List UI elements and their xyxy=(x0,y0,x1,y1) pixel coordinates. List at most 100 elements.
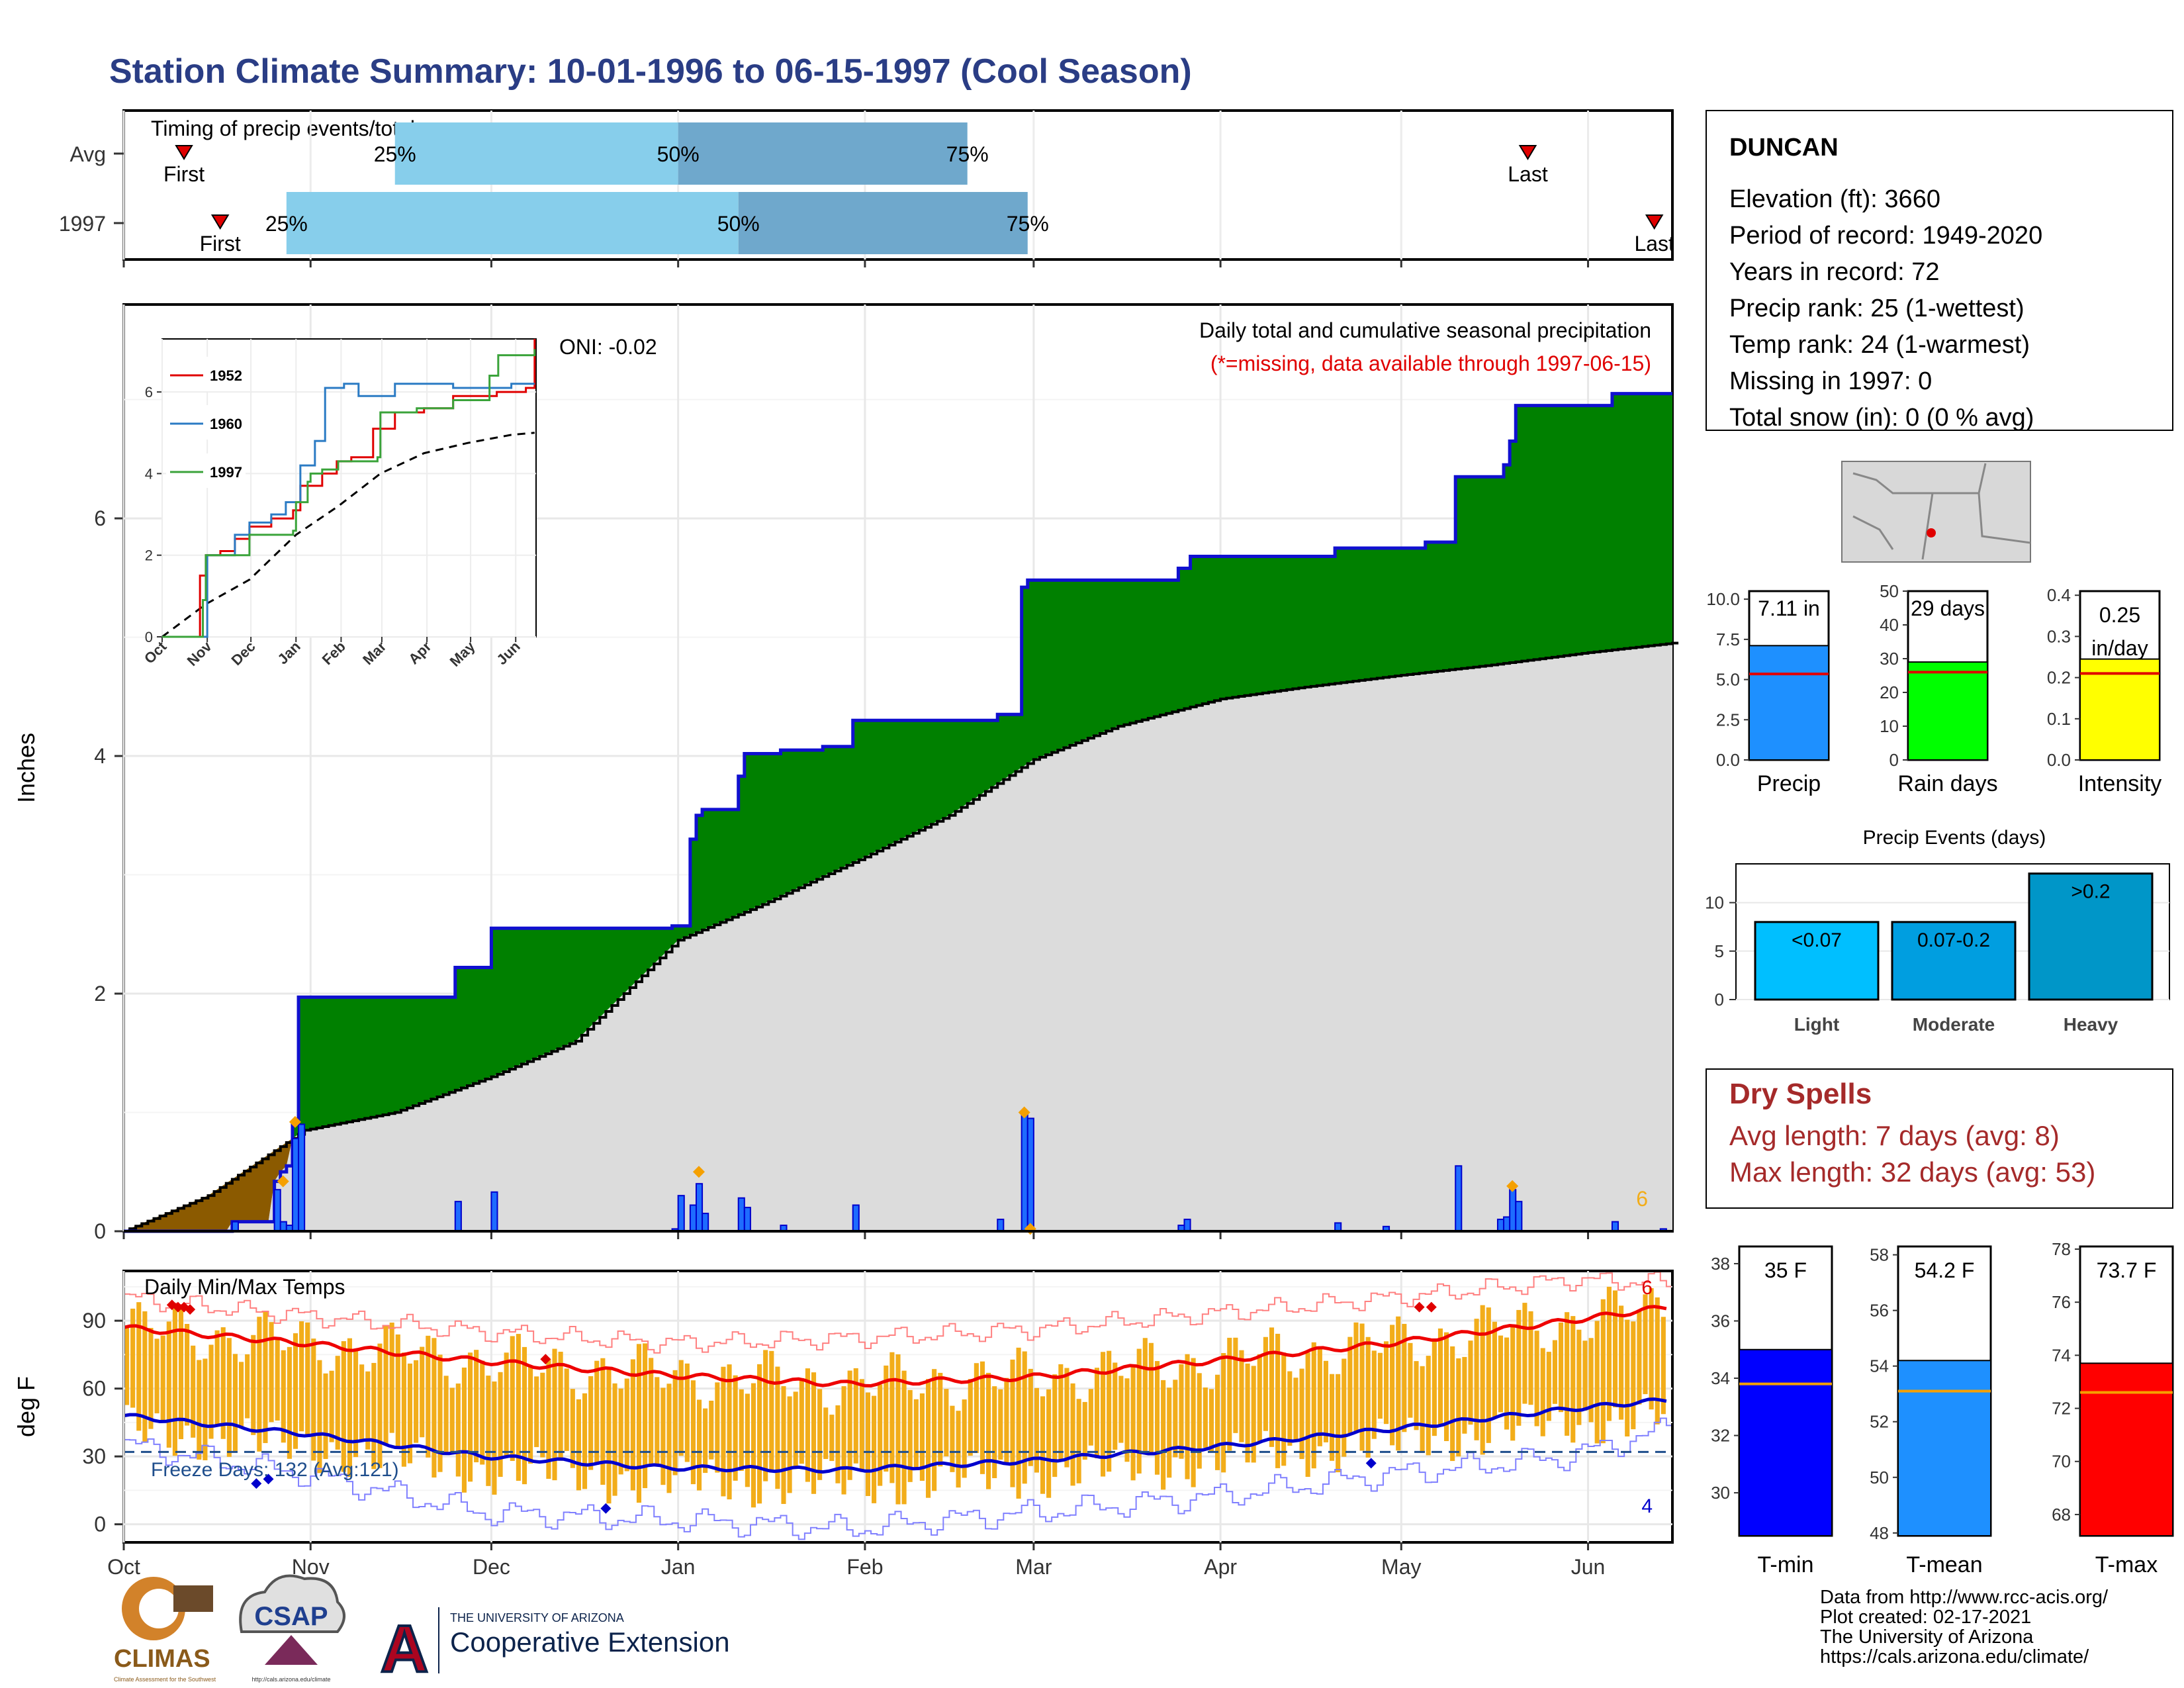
daily-temp-bar xyxy=(1594,1321,1600,1444)
month-tick-label: Feb xyxy=(846,1555,883,1579)
daily-temp-bar xyxy=(1323,1360,1329,1442)
daily-temp-bar xyxy=(558,1352,563,1461)
daily-temp-bar xyxy=(172,1308,177,1456)
summary-panel-intensity: 0.0 0.1 0.2 0.3 0.4 0.25 in/day Intensity xyxy=(2047,585,2161,796)
precip-event-category: Moderate xyxy=(1913,1014,1995,1035)
daily-temp-bar xyxy=(805,1368,810,1482)
temp-summary-y-tick-label: 68 xyxy=(2052,1505,2071,1524)
daily-temp-bar xyxy=(516,1334,521,1481)
month-tick-label: Jan xyxy=(661,1555,696,1579)
daily-temp-bar xyxy=(655,1377,660,1466)
daily-temp-bar xyxy=(1076,1399,1081,1483)
daily-temp-bar xyxy=(232,1354,238,1451)
average-cumulative-area xyxy=(124,643,1672,1231)
daily-temp-bar xyxy=(968,1379,973,1456)
daily-temp-bar xyxy=(1221,1353,1226,1473)
record-high-marker-icon xyxy=(172,1301,183,1313)
summary-value-unit: in/day xyxy=(2091,636,2148,660)
temp-summary-y-tick-label: 50 xyxy=(1870,1468,1889,1487)
daily-temp-bar xyxy=(365,1371,371,1450)
daily-precip-bar xyxy=(852,1204,860,1232)
normal-max-line xyxy=(125,1305,1667,1387)
station-missing: Missing in 1997: 0 xyxy=(1729,367,1932,395)
daily-temp-bar xyxy=(455,1383,461,1477)
climas-subtitle: Climate Assessment for the Southwest xyxy=(114,1676,216,1683)
record-max-line xyxy=(125,1272,1671,1354)
daily-temp-bar xyxy=(666,1383,672,1493)
daily-temp-bar xyxy=(546,1359,551,1479)
daily-temp-bar xyxy=(733,1375,738,1481)
credit-plot-created: Plot created: 02-17-2021 xyxy=(1820,1607,2031,1628)
daily-precip-bar xyxy=(1496,1219,1505,1232)
daily-temp-bar xyxy=(414,1360,419,1443)
daily-precip-bar xyxy=(1503,1216,1511,1233)
figure-title: Station Climate Summary: 10-01-1996 to 0… xyxy=(109,52,1192,91)
inset-legend-label: 1952 xyxy=(210,367,242,384)
daily-temp-bar xyxy=(1396,1316,1401,1451)
precip-y-tick-label: 4 xyxy=(94,744,106,768)
daily-temp-bar xyxy=(1456,1358,1461,1457)
daily-temp-bar xyxy=(811,1372,817,1494)
daily-temp-bar xyxy=(136,1302,142,1431)
daily-temp-bar xyxy=(690,1380,696,1485)
temp-summary-value-label: 54.2 F xyxy=(1915,1258,1975,1282)
dry-spells-title: Dry Spells xyxy=(1729,1078,1872,1110)
inset-legend-bg xyxy=(166,405,246,440)
daily-temp-bar xyxy=(763,1350,768,1481)
daily-temp-bar xyxy=(1365,1336,1371,1458)
record-low-marker-icon xyxy=(251,1478,262,1489)
precip-event-category: Heavy xyxy=(2064,1014,2118,1035)
daily-precip-bar xyxy=(279,1221,287,1232)
climas-ground-icon xyxy=(173,1585,213,1612)
record-low-marker-icon xyxy=(600,1503,612,1514)
daily-temp-bar xyxy=(859,1379,864,1472)
daily-temp-bar xyxy=(709,1400,714,1460)
cumulative-precip-line xyxy=(124,392,1672,1233)
record-precip-marker-icon xyxy=(277,1175,289,1188)
daily-temp-bar xyxy=(1444,1332,1449,1441)
month-tick-label: Nov xyxy=(292,1555,330,1579)
daily-temp-bar xyxy=(1022,1351,1027,1484)
month-tick-label: Dec xyxy=(473,1555,510,1579)
last-event-label: Last xyxy=(1508,162,1548,186)
first-event-marker-icon xyxy=(175,145,193,160)
daily-temp-bar xyxy=(649,1358,654,1466)
daily-temp-bar xyxy=(925,1379,931,1498)
climas-logo: CLIMAS Climate Assessment for the Southw… xyxy=(114,1577,216,1683)
credit-data-source: Data from http://www.rcc-acis.org/ xyxy=(1820,1587,2109,1608)
summary-category-label: Intensity xyxy=(2078,771,2162,796)
daily-temp-bar xyxy=(986,1372,991,1489)
inset-y-tick-label: 2 xyxy=(145,547,153,564)
daily-temp-bar xyxy=(884,1365,889,1472)
month-tick-label: Apr xyxy=(1204,1555,1237,1579)
daily-temp-bar xyxy=(727,1364,732,1500)
daily-temp-bar xyxy=(1208,1389,1214,1452)
summary-panel-precip: 0.0 2.5 5.0 7.5 10.0 7.11 in Precip xyxy=(1706,589,1830,796)
daily-temp-bar xyxy=(841,1386,846,1495)
daily-precip-bar xyxy=(997,1219,1005,1232)
daily-temp-bar xyxy=(1570,1316,1576,1443)
credit-university: The University of Arizona xyxy=(1820,1626,2034,1648)
inset-y-tick-label: 6 xyxy=(145,384,153,400)
daily-temp-bar xyxy=(829,1415,835,1462)
month-tick-label: Oct xyxy=(107,1555,140,1579)
daily-precip-bar xyxy=(1509,1189,1517,1232)
daily-temp-bar xyxy=(1516,1309,1522,1426)
record-precip-marker-icon xyxy=(1506,1180,1519,1192)
daily-temp-bar xyxy=(148,1328,154,1429)
daily-temp-bar xyxy=(329,1370,334,1442)
oni-label: ONI: -0.02 xyxy=(559,335,657,359)
daily-temp-bar xyxy=(125,1327,130,1405)
inset-legend-bg xyxy=(166,357,246,391)
dry-spells-frame xyxy=(1706,1068,2173,1209)
daily-temp-bar xyxy=(178,1308,184,1440)
daily-temp-bar xyxy=(480,1360,485,1465)
summary-y-tick-label: 0.2 xyxy=(2047,668,2071,688)
daily-temp-bar xyxy=(721,1366,726,1497)
daily-temp-bar xyxy=(1094,1368,1100,1458)
daily-temp-bar xyxy=(1504,1337,1510,1430)
temp-summary-bar xyxy=(1739,1348,1833,1536)
average-cumulative-line xyxy=(124,641,1679,1233)
daily-temp-bar xyxy=(1383,1341,1389,1425)
